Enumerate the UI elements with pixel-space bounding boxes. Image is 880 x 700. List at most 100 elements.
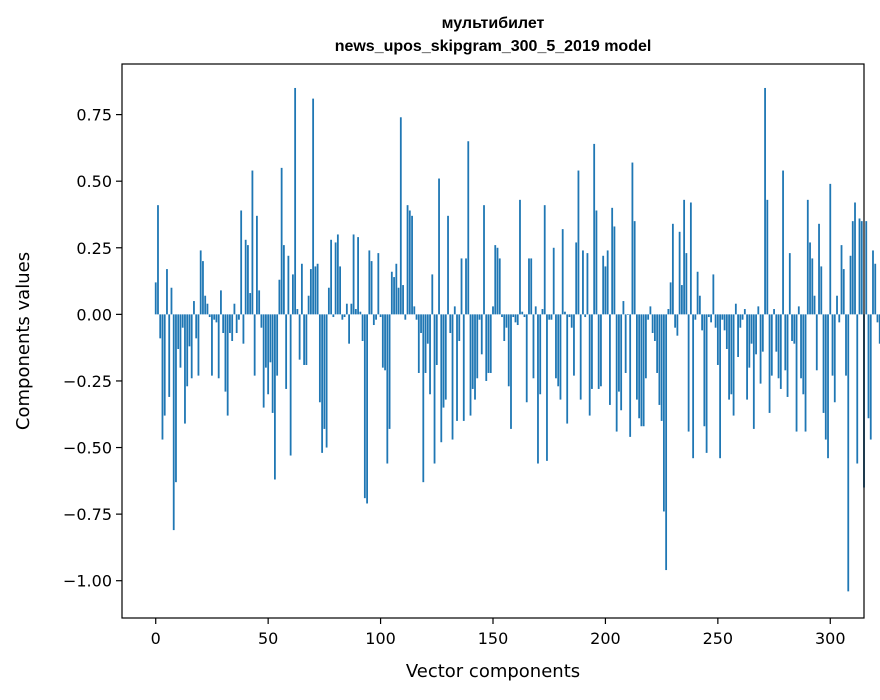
- y-axis-ticks: −1.00 −0.75 −0.50 −0.25 0.00 0.25 0.50 0.75: [63, 106, 122, 591]
- bar-component-91: [359, 311, 362, 315]
- bar-component-24: [208, 314, 211, 318]
- bar-component-67: [305, 314, 308, 365]
- bar-component-40: [244, 239, 247, 315]
- bar-component-58: [285, 314, 288, 389]
- bar-component-273: [768, 314, 771, 413]
- bar-component-17: [193, 301, 195, 315]
- bar-component-132: [451, 314, 454, 440]
- bar-component-297: [822, 314, 825, 413]
- bar-component-149: [489, 314, 492, 373]
- bar-component-84: [343, 314, 346, 318]
- bar-component-77: [327, 287, 330, 315]
- bar-component-93: [363, 314, 366, 499]
- bar-component-111: [404, 314, 407, 320]
- bar-component-70: [312, 98, 315, 315]
- bar-component-115: [413, 306, 416, 315]
- bar-component-1: [157, 205, 159, 315]
- bar-component-230: [671, 223, 674, 315]
- bar-component-138: [465, 258, 467, 315]
- bar-component-303: [836, 295, 838, 315]
- bar-component-128: [442, 314, 445, 408]
- bar-component-196: [595, 210, 598, 315]
- bar-component-148: [487, 314, 490, 373]
- bar-component-260: [739, 314, 742, 328]
- bar-component-54: [276, 314, 279, 376]
- bar-component-204: [613, 226, 616, 315]
- bar-component-222: [653, 314, 656, 341]
- bar-component-299: [827, 314, 829, 459]
- bar-component-60: [289, 314, 292, 456]
- bar-component-68: [307, 295, 310, 315]
- bar-component-153: [498, 258, 501, 315]
- bar-component-101: [381, 314, 384, 368]
- bar-component-206: [618, 314, 620, 392]
- bar-component-79: [332, 314, 335, 318]
- bar-component-69: [309, 269, 312, 315]
- bar-component-198: [600, 314, 602, 387]
- bar-component-98: [375, 314, 377, 320]
- bar-component-156: [505, 314, 508, 328]
- bar-component-92: [361, 314, 364, 341]
- bar-component-48: [262, 314, 265, 408]
- bar-component-258: [734, 303, 737, 315]
- bar-component-47: [260, 314, 263, 328]
- bar-component-319: [872, 250, 874, 315]
- bar-component-129: [444, 314, 447, 400]
- bar-component-31: [224, 314, 227, 392]
- bar-component-183: [566, 314, 569, 424]
- bar-component-151: [494, 245, 497, 315]
- bar-component-7: [170, 287, 173, 315]
- bar-component-163: [521, 311, 524, 315]
- bar-component-117: [417, 314, 420, 373]
- bar-component-159: [512, 314, 515, 318]
- bar-component-161: [516, 314, 519, 326]
- bar-component-165: [525, 314, 528, 403]
- bar-component-232: [676, 314, 679, 336]
- bar-component-4: [163, 314, 166, 416]
- bar-component-279: [782, 170, 784, 315]
- bar-component-147: [485, 314, 488, 381]
- bar-component-41: [247, 245, 249, 315]
- bar-component-231: [674, 314, 677, 328]
- bar-component-238: [689, 202, 692, 315]
- bar-component-34: [231, 314, 234, 341]
- bar-component-45: [256, 215, 258, 315]
- bar-component-256: [730, 314, 733, 395]
- bars-group: [154, 87, 880, 592]
- bar-component-191: [584, 314, 587, 318]
- bar-component-253: [723, 314, 726, 331]
- bar-component-80: [334, 242, 337, 315]
- bar-component-172: [541, 309, 544, 315]
- bar-component-94: [366, 314, 368, 504]
- bar-component-38: [240, 210, 243, 315]
- bar-component-76: [325, 314, 328, 448]
- bar-component-306: [842, 269, 845, 315]
- bar-component-155: [503, 314, 506, 341]
- bar-component-102: [384, 314, 386, 371]
- bar-component-195: [593, 143, 596, 315]
- bar-component-308: [847, 314, 850, 592]
- bar-component-176: [550, 314, 553, 320]
- bar-component-11: [179, 314, 182, 368]
- bar-component-86: [348, 314, 350, 344]
- bar-component-170: [537, 314, 539, 464]
- bar-component-192: [586, 253, 589, 315]
- y-tick-label: −0.25: [63, 372, 112, 391]
- bar-component-205: [615, 314, 618, 432]
- bar-component-51: [269, 314, 272, 363]
- bar-component-44: [253, 314, 256, 376]
- bar-component-307: [845, 314, 847, 376]
- bar-component-23: [206, 303, 209, 315]
- bar-component-30: [222, 314, 225, 334]
- bar-component-82: [339, 266, 341, 315]
- bar-component-226: [662, 314, 665, 512]
- bar-component-178: [555, 314, 557, 379]
- bar-component-257: [732, 314, 735, 416]
- bar-component-75: [323, 314, 326, 429]
- bar-component-322: [878, 314, 880, 344]
- bar-component-209: [624, 314, 627, 373]
- bar-component-119: [422, 314, 425, 483]
- bar-component-269: [759, 314, 762, 384]
- bar-component-118: [420, 314, 422, 334]
- bar-component-125: [435, 314, 438, 365]
